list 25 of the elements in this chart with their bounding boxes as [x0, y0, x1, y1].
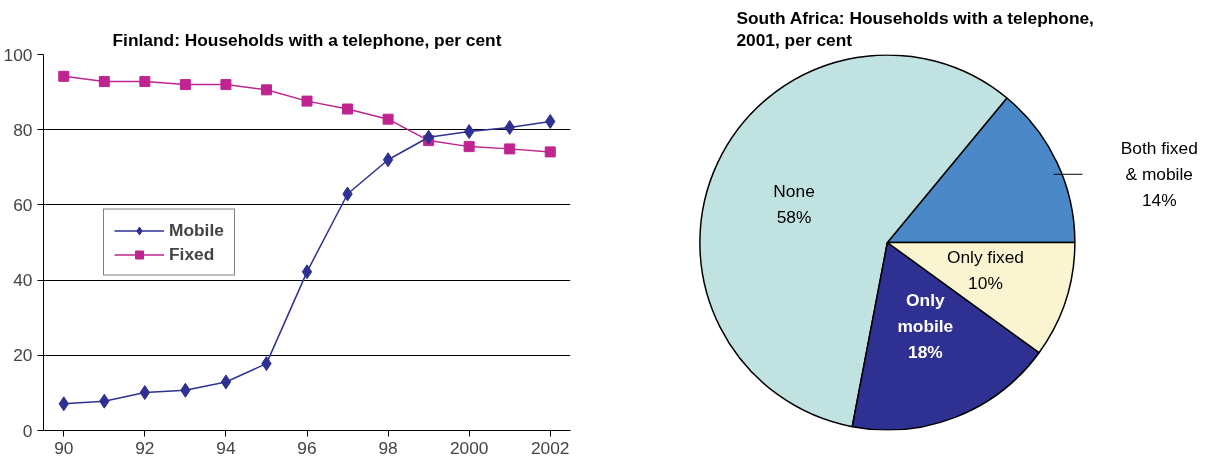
slice-label: Only mobile: [897, 290, 954, 337]
x-tick-label: 90: [54, 437, 74, 458]
chart-title: South Africa: Households with a telephone, 2001, per cent: [736, 7, 1094, 50]
legend-label: Fixed: [169, 243, 215, 265]
x-tick-label: 92: [135, 437, 155, 458]
x-tick-label: 2000: [449, 437, 489, 458]
data-label: 14%: [1141, 190, 1177, 211]
y-tick-label: 60: [13, 194, 33, 215]
slice-label: Both fixed & mobile: [1120, 138, 1198, 185]
slice-label: None: [773, 181, 815, 202]
y-tick-label: 40: [13, 270, 33, 291]
x-tick-label: 96: [297, 437, 317, 458]
chart-title: Finland: Households with a telephone, per cent: [112, 29, 502, 50]
y-tick-label: 0: [22, 420, 33, 441]
x-tick-label: 98: [378, 437, 398, 458]
x-tick-label: 94: [216, 437, 236, 458]
y-tick-label: 100: [3, 44, 33, 65]
data-label: 18%: [908, 342, 943, 363]
y-tick-label: 20: [13, 345, 33, 366]
data-label: 58%: [776, 207, 812, 228]
x-tick-label: 2002: [530, 437, 570, 458]
legend-label: Mobile: [169, 219, 224, 241]
data-label: 10%: [968, 273, 1003, 294]
y-tick-label: 80: [13, 119, 33, 140]
slice-label: Only fixed: [946, 247, 1024, 268]
